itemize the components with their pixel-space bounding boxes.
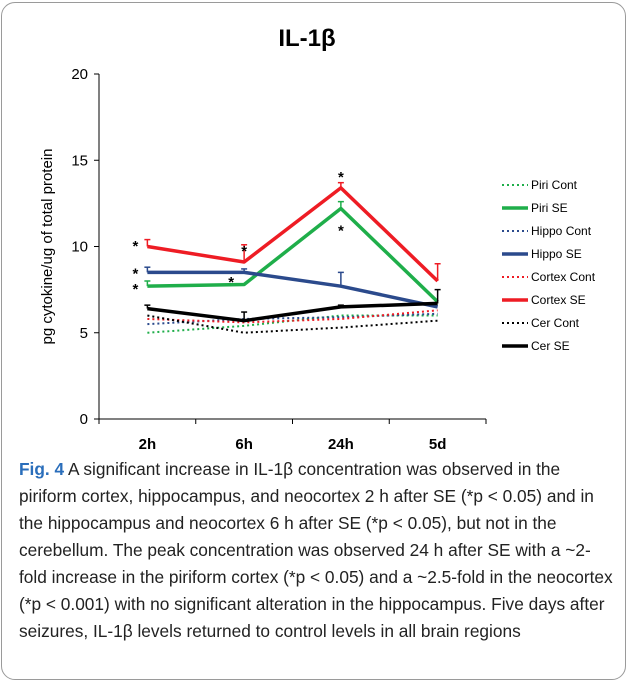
y-tick-label: 5 [80, 325, 88, 342]
caption-text: A significant increase in IL-1β concentr… [19, 459, 613, 641]
series-line-cortex-cont [147, 309, 438, 324]
chart-title: IL-1β [278, 25, 335, 52]
figure-label: Fig. 4 [19, 459, 65, 479]
legend-label: Cortex SE [531, 293, 586, 307]
y-tick-label: 15 [71, 152, 88, 169]
legend-label: Piri SE [531, 201, 568, 215]
series-line-cer-se [147, 301, 438, 323]
figure-caption: Fig. 4 A significant increase in IL-1β c… [19, 456, 614, 645]
significance-star: * [338, 169, 344, 186]
legend-label: Cortex Cont [531, 270, 596, 284]
significance-star: * [241, 243, 247, 260]
significance-star: * [228, 274, 234, 291]
series-line-piri-se [147, 206, 439, 303]
series-line-hippo-se [147, 270, 438, 309]
y-tick-label: 10 [71, 239, 88, 256]
significance-star: * [132, 265, 138, 282]
legend-label: Cer SE [531, 339, 570, 353]
y-tick-label: 0 [80, 411, 88, 428]
significance-star: * [132, 238, 138, 255]
y-tick-label: 20 [71, 66, 88, 83]
legend-label: Cer Cont [531, 316, 580, 330]
series-line-hippo-cont [147, 312, 438, 326]
legend-label: Hippo Cont [531, 224, 592, 238]
x-tick-label: 2h [139, 436, 157, 453]
x-tick-label: 5d [429, 436, 447, 453]
series-line-cortex-se [147, 186, 439, 283]
series-line-cer-cont [147, 314, 438, 334]
significance-star: * [132, 281, 138, 298]
plot-area: IL-1β pg cytokine/ug of total protein 0 5 10… [39, 25, 596, 453]
y-axis-label: pg cytokine/ug of total protein [39, 149, 56, 345]
x-tick-label: 6h [235, 436, 253, 453]
x-tick-label: 24h [328, 436, 354, 453]
legend-label: Piri Cont [531, 178, 578, 192]
significance-star: * [338, 222, 344, 239]
chart: IL-1β pg cytokine/ug of total protein 0 5 10… [39, 25, 596, 453]
legend-label: Hippo SE [531, 247, 582, 261]
